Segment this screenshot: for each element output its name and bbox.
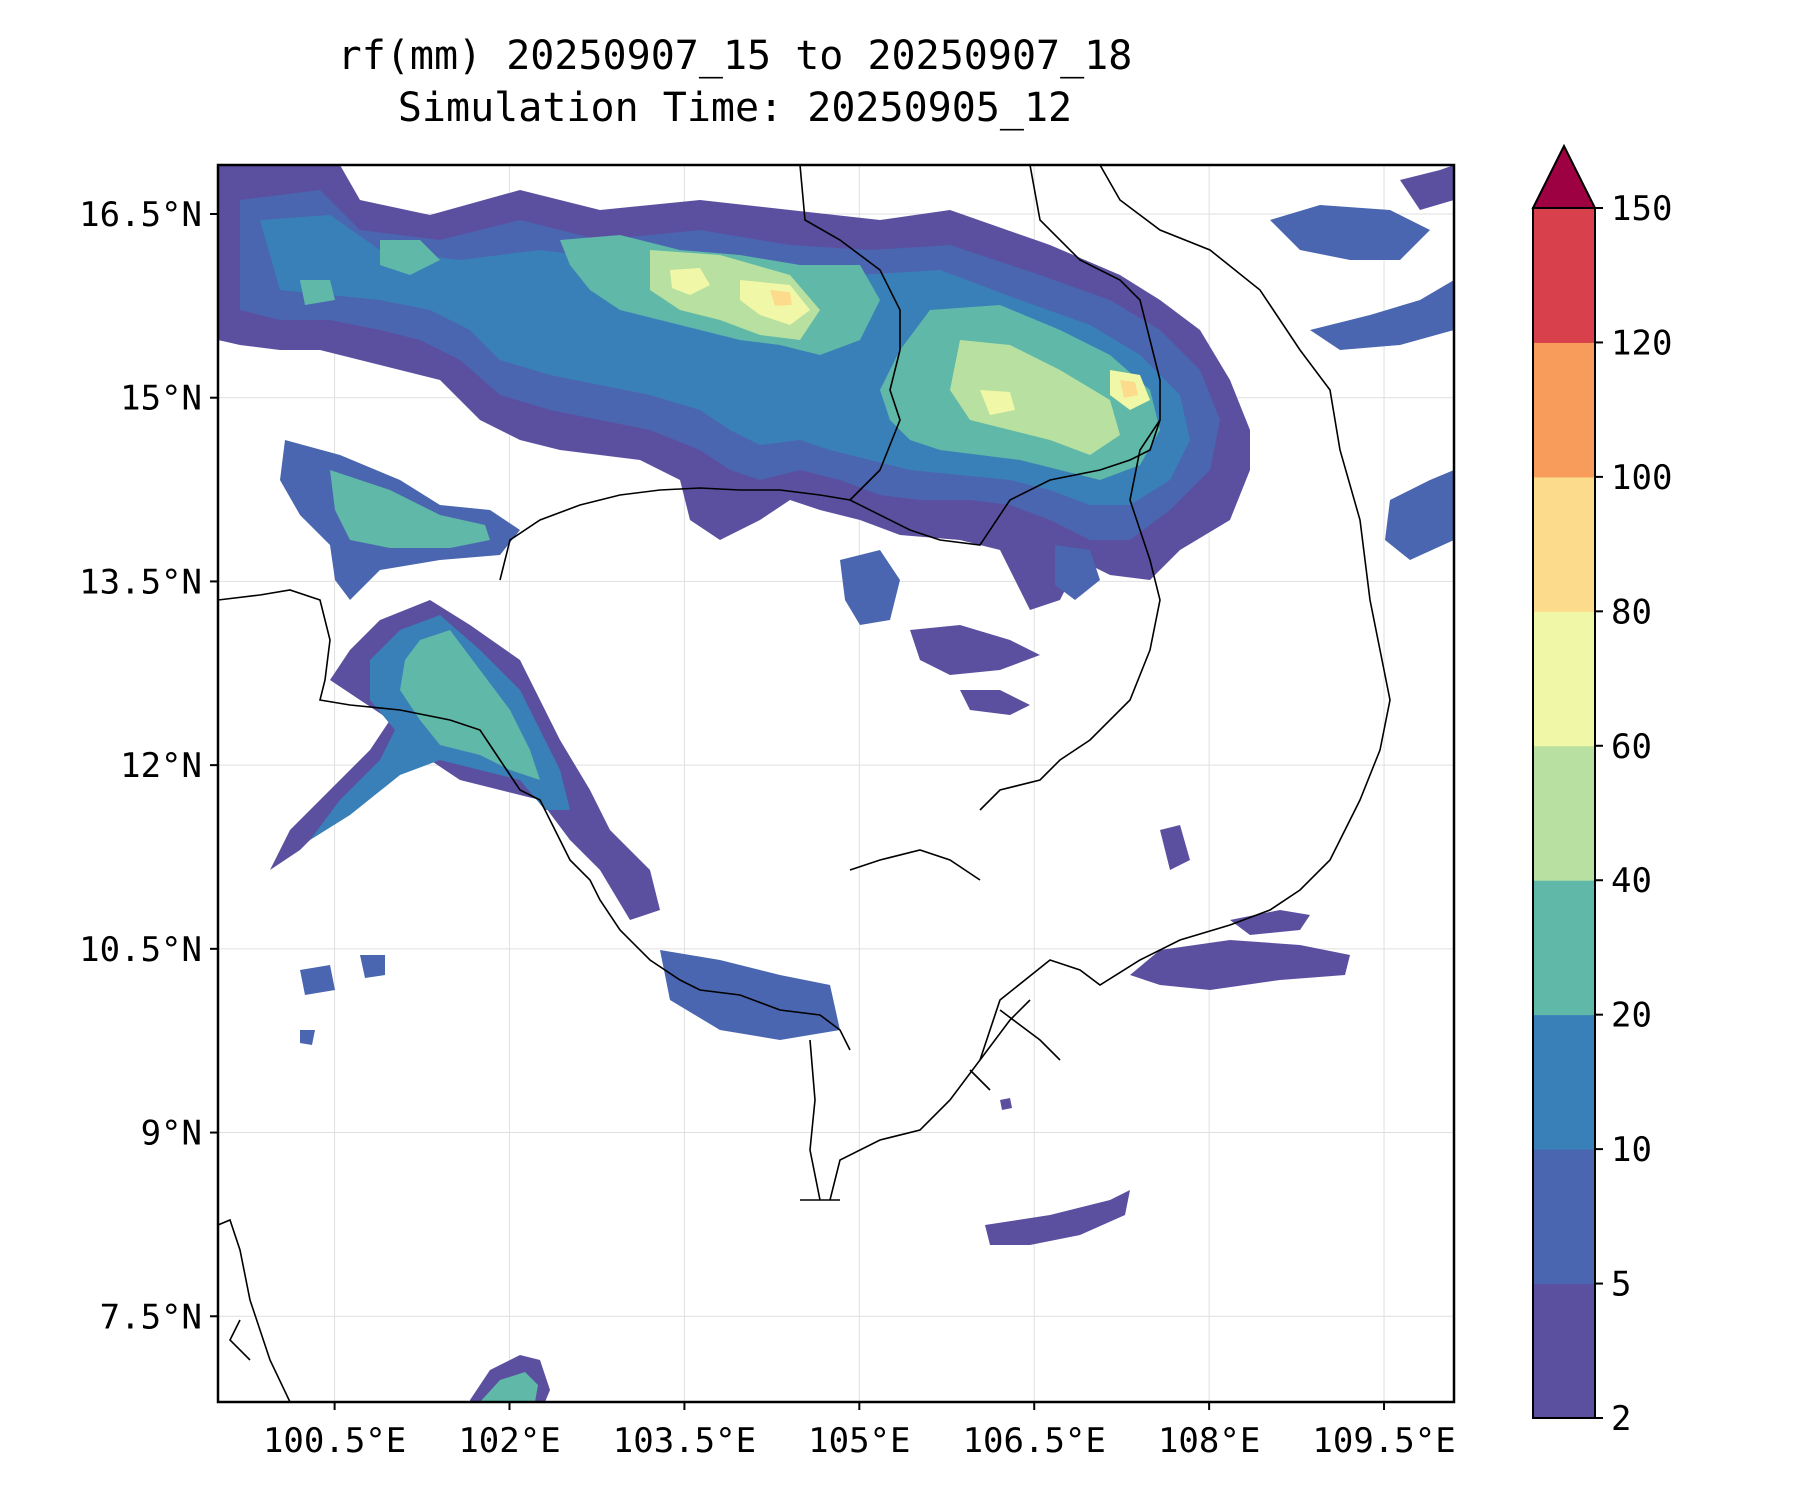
rain-north-band [218,165,1454,715]
y-tick-label-3: 12°N [120,746,202,786]
x-tick-label-1: 102°E [458,1421,560,1461]
colorbar-label-4: 40 [1611,861,1652,901]
colorbar-label-7: 100 [1611,458,1672,498]
colorbar-label-9: 150 [1611,189,1672,229]
colorbar-label-3: 20 [1611,996,1652,1036]
laos-vietnam-border [979,165,1161,811]
y-tick-label-2: 10.5°N [79,930,202,970]
x-tick-label-6: 109.5°E [1312,1421,1455,1461]
plot-frame [216,163,1456,1404]
x-tick-label-0: 100.5°E [263,1421,406,1461]
colorbar-label-6: 80 [1611,592,1652,632]
colorbar-label-1: 5 [1611,1265,1631,1305]
thailand-coast [218,589,851,1051]
peninsula-coast [218,1218,291,1402]
colorbar-label-2: 10 [1611,1130,1652,1170]
y-tick-label-5: 15°N [120,379,202,419]
laos-cambodia-border [869,419,1161,546]
y-tick-label-4: 13.5°N [79,562,202,602]
rain-gulf-coast [270,600,840,1045]
coastlines-and-borders [218,165,1391,1402]
y-tick-label-0: 7.5°N [100,1297,202,1337]
x-tick-label-3: 105°E [808,1421,910,1461]
colorbar-segment-5 [1533,611,1595,747]
y-axis: 7.5°N 9°N 10.5°N 12°N 13.5°N 15°N 16.5°N [79,195,218,1337]
rain-malay-peninsula [470,1355,550,1402]
x-tick-label-4: 106.5°E [963,1421,1106,1461]
colorbar-frame [1532,207,1596,1419]
colorbar-segment-0 [1533,1283,1595,1419]
rainfall-contours [218,165,1454,1402]
colorbar-segment-1 [1533,1149,1595,1285]
vietnam-coast [800,165,1391,1201]
x-axis: 100.5°E 102°E 103.5°E 105°E 106.5°E 108°E 109.… [263,1402,1456,1461]
colorbar-extend-arrow [1531,143,1597,209]
title-line-1: rf(mm) 20250907_15 to 20250907_18 [337,33,1133,79]
colorbar: 2 5 10 20 40 60 80 100 120 150 [1531,143,1672,1439]
mekong-delta [969,999,1061,1091]
thailand-laos-border [799,165,901,501]
y-tick-label-1: 9°N [141,1114,202,1154]
rain-central-thailand [280,440,520,600]
rain-gulf-south [985,1098,1130,1245]
x-tick-label-5: 108°E [1158,1421,1260,1461]
gulf-west-coast [809,1039,821,1201]
colorbar-segment-7 [1533,342,1595,478]
colorbar-label-8: 120 [1611,323,1672,363]
colorbar-segment-4 [1533,745,1595,881]
y-tick-label-6: 16.5°N [79,195,202,235]
colorbar-label-0: 2 [1611,1399,1631,1439]
colorbar-segment-2 [1533,1014,1595,1150]
colorbar-segment-6 [1533,476,1595,612]
colorbar-label-5: 60 [1611,727,1652,767]
cambodia-vietnam-border-south [849,849,981,881]
rain-south-vietnam-coast [1130,825,1350,990]
title-line-2: Simulation Time: 20250905_12 [397,85,1073,131]
cambodia-border-west [499,487,871,581]
colorbar-segment-8 [1533,208,1595,343]
x-tick-label-2: 103.5°E [613,1421,756,1461]
colorbar-segment-3 [1533,880,1595,1016]
map-title: rf(mm) 20250907_15 to 20250907_18 Simula… [0,30,1470,134]
